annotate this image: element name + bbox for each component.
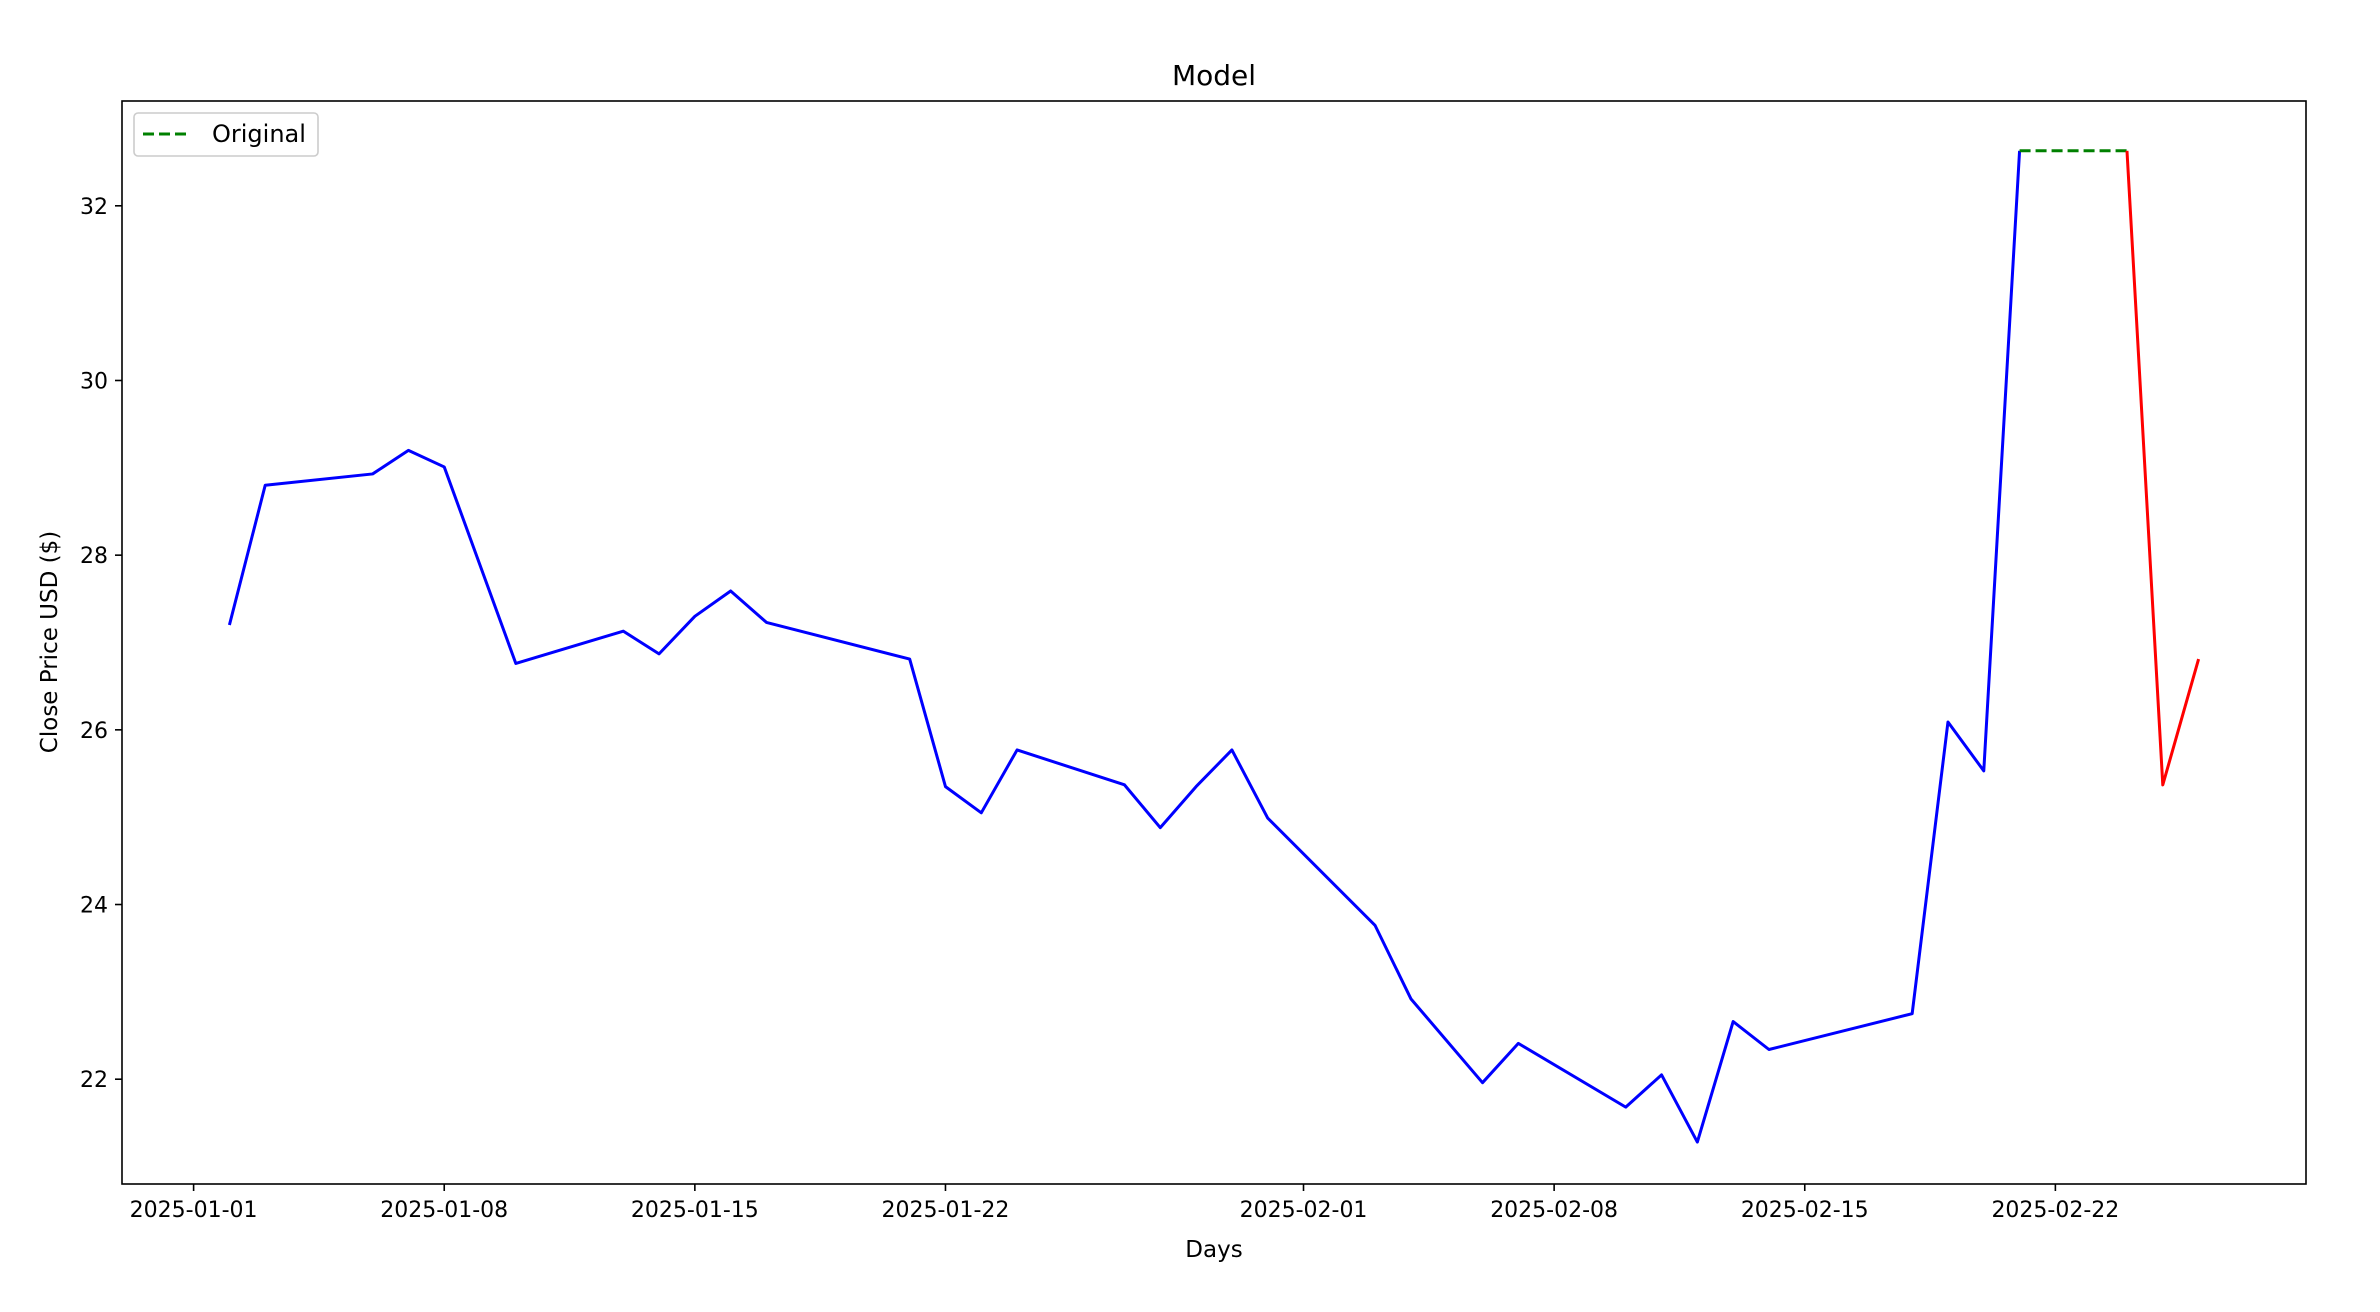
y-tick-label: 28 — [80, 544, 108, 569]
y-tick-label: 26 — [80, 719, 108, 744]
legend-label-original: Original — [212, 120, 306, 148]
x-tick-label: 2025-02-01 — [1240, 1198, 1368, 1223]
series-line-0 — [227, 150, 2022, 1144]
x-axis-ticks: 2025-01-01 2025-01-08 2025-01-15 2025-01-22… — [130, 1184, 2119, 1223]
legend: Original — [133, 112, 319, 157]
series-lines — [227, 149, 2201, 1144]
legend-box — [133, 112, 319, 157]
y-tick-label: 30 — [80, 369, 108, 394]
series-line-2 — [2125, 150, 2201, 787]
y-tick-label: 32 — [80, 195, 108, 220]
y-axis-ticks: 22 24 26 28 30 32 — [80, 195, 122, 1093]
x-tick-label: 2025-02-22 — [1991, 1198, 2119, 1223]
x-axis-label: Days — [1185, 1237, 1242, 1263]
plot-area-frame — [121, 100, 2307, 1185]
x-tick-label: 2025-02-08 — [1490, 1198, 1618, 1223]
x-tick-label: 2025-01-15 — [631, 1198, 759, 1223]
x-tick-label: 2025-01-08 — [380, 1198, 508, 1223]
x-tick-label: 2025-01-22 — [882, 1198, 1010, 1223]
y-tick-label: 22 — [80, 1068, 108, 1093]
y-axis-label: Close Price USD ($) — [37, 531, 63, 753]
x-tick-label: 2025-02-15 — [1741, 1198, 1869, 1223]
y-tick-label: 24 — [80, 894, 108, 919]
chart-title: Model — [1172, 59, 1256, 92]
x-tick-label: 2025-01-01 — [130, 1198, 258, 1223]
